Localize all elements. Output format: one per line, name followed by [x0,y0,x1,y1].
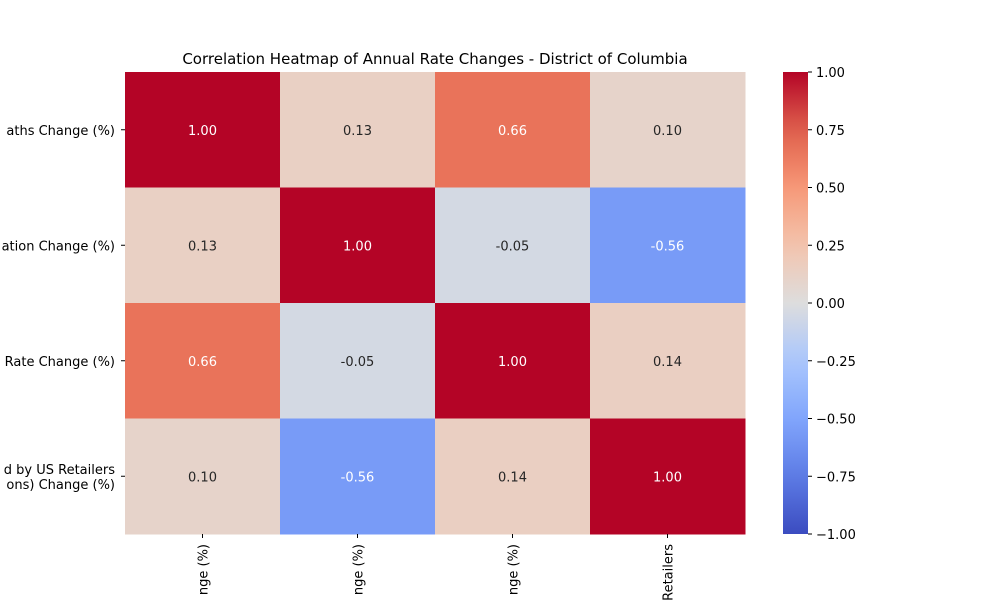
colorbar-tick-label: −0.25 [816,355,856,370]
cell-value-label: 0.13 [188,239,217,254]
cell-value-label: 0.14 [498,470,527,485]
row-label: Rate Change (%) [5,355,115,370]
heatmap-cell [590,303,746,419]
column-label: nge (%) [197,544,212,595]
colorbar-tick-label: 0.25 [816,239,845,254]
column-label: nge (%) [352,544,367,595]
heatmap-cells [125,72,746,535]
cell-value-label: -0.05 [341,355,375,370]
cell-value-label: 0.66 [498,124,527,139]
cell-value-label: 0.10 [188,470,217,485]
cell-value-label: 1.00 [653,470,682,485]
heatmap-cell [435,418,591,535]
column-label: nge (%) [507,544,522,595]
heatmap-cell [280,418,436,535]
colorbar-gradient [783,72,808,534]
heatmap-cell-labels: 1.00 0.13 0.66 0.10 0.13 1.00 -0.05 -0.56 0.66 -0… [188,124,684,486]
cell-value-label: 0.10 [653,124,682,139]
row-label: ation Change (%) [2,239,115,254]
colorbar-tick-label: −1.00 [816,528,856,543]
column-axis: nge (%) nge (%) nge (%) Retailers [197,534,677,600]
colorbar-tick-label: 0.75 [816,124,845,139]
colorbar: 1.00 0.75 0.50 0.25 0.00 −0.25 −0.50 −0.75 −1.00 [783,66,856,543]
cell-value-label: -0.56 [651,239,685,254]
cell-value-label: 0.14 [653,355,682,370]
cell-value-label: 1.00 [343,239,372,254]
chart-title: Correlation Heatmap of Annual Rate Chang… [182,50,687,68]
colorbar-tick-label: −0.75 [816,470,856,485]
row-label: d by US Retailers ons) Change (%) [4,463,115,493]
heatmap-cell [280,72,436,188]
heatmap-cell [435,72,591,188]
heatmap-cell [435,303,591,419]
colorbar-tick-label: −0.50 [816,413,856,428]
heatmap-cell [435,187,591,304]
colorbar-tick-label: 0.50 [816,182,845,197]
cell-value-label: 0.13 [343,124,372,139]
column-label: Retailers [662,544,677,600]
heatmap-cell [280,187,436,304]
row-axis: aths Change (%) ation Change (%) Rate Chan… [2,124,125,493]
heatmap-cell [590,72,746,188]
heatmap-cell [280,303,436,419]
cell-value-label: -0.56 [341,470,375,485]
heatmap-cell [125,303,281,419]
cell-value-label: 0.66 [188,355,217,370]
row-label: aths Change (%) [6,124,115,139]
colorbar-tick-label: 1.00 [816,66,845,81]
heatmap-cell [590,187,746,304]
heatmap-cell [125,418,281,535]
cell-value-label: 1.00 [188,124,217,139]
cell-value-label: 1.00 [498,355,527,370]
heatmap-cell [590,418,746,535]
heatmap-cell [125,72,281,188]
colorbar-tick-label: 0.00 [816,297,845,312]
heatmap-cell [125,187,281,304]
cell-value-label: -0.05 [496,239,530,254]
